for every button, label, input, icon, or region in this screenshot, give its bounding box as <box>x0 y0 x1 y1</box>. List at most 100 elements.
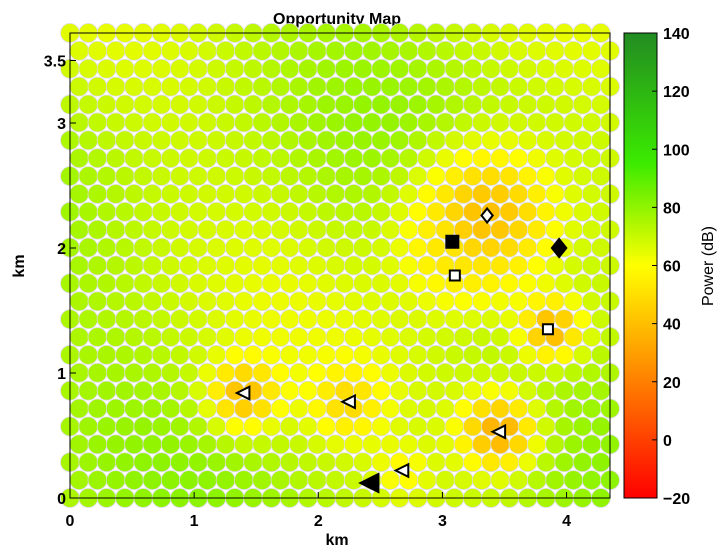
hex-cell <box>206 130 227 151</box>
hex-cell <box>471 470 492 490</box>
hex-cell <box>252 434 273 455</box>
hex-cell <box>115 166 135 186</box>
hex-cell <box>517 94 538 115</box>
hex-cell <box>426 94 446 115</box>
hex-cell <box>169 416 190 437</box>
hex-cell <box>188 452 209 473</box>
hex-cell <box>142 41 163 61</box>
hex-cell <box>581 291 602 312</box>
hex-cell <box>298 201 318 222</box>
hex-cell <box>462 130 483 151</box>
hex-cell <box>179 148 199 169</box>
hex-cell <box>380 148 401 169</box>
hex-cell <box>270 76 291 97</box>
y-tick-label: 2 <box>57 241 66 258</box>
hex-cell <box>572 237 593 258</box>
hex-cell <box>151 452 172 473</box>
hex-cell <box>362 41 382 61</box>
hex-cell <box>224 309 245 330</box>
hex-cell <box>124 219 144 240</box>
hex-cell <box>307 327 327 347</box>
hex-cell <box>69 184 90 204</box>
hex-cell <box>481 130 501 151</box>
hex-cell <box>453 434 474 455</box>
hex-cell <box>389 130 410 151</box>
hex-cell <box>407 166 428 186</box>
hex-cell <box>563 255 584 276</box>
hex-cell <box>69 76 90 97</box>
hex-cell <box>124 470 144 490</box>
hex-cell <box>545 434 565 455</box>
hex-cell <box>69 219 90 240</box>
hex-cell <box>380 470 401 490</box>
hex-cell <box>499 130 520 151</box>
hex-cell <box>142 362 163 383</box>
hex-cell <box>417 148 437 169</box>
hex-cell <box>380 184 401 204</box>
hex-cell <box>554 58 575 79</box>
hex-cell <box>453 362 474 383</box>
hex-cell <box>243 166 263 186</box>
hex-cell <box>298 237 318 258</box>
hex-cell <box>417 470 437 490</box>
hex-cell <box>96 380 117 401</box>
hex-cell <box>243 94 263 115</box>
hex-cell <box>288 327 309 347</box>
hex-cell <box>435 148 456 169</box>
hex-cell <box>96 237 117 258</box>
hex-cell <box>197 184 218 204</box>
hex-cell <box>398 255 419 276</box>
hex-cell <box>490 291 511 312</box>
hex-cell <box>536 94 556 115</box>
hex-cell <box>590 380 611 401</box>
hex-cell <box>234 291 254 312</box>
hex-cell <box>462 380 483 401</box>
hex-cell <box>105 76 126 97</box>
colorbar-tick-label: 0 <box>663 433 672 450</box>
open-triangle-marker <box>340 393 356 410</box>
hex-cell <box>462 273 483 294</box>
hex-cell <box>563 434 584 455</box>
hex-cell <box>517 452 538 473</box>
hex-cell <box>453 398 474 419</box>
hex-cell <box>179 291 199 312</box>
hex-cell <box>499 94 520 115</box>
hex-cell <box>298 273 318 294</box>
hex-cell <box>554 273 575 294</box>
hex-cell <box>380 434 401 455</box>
hex-cell <box>279 130 300 151</box>
hex-cell <box>279 273 300 294</box>
hex-cell <box>407 58 428 79</box>
hex-cell <box>96 94 117 115</box>
hex-cell <box>444 380 465 401</box>
hex-cell <box>590 201 611 222</box>
hex-cell <box>124 184 144 204</box>
hex-cell <box>316 94 337 115</box>
hex-cell <box>151 94 172 115</box>
hex-cell <box>435 112 456 133</box>
y-tick-label: 0 <box>57 491 66 508</box>
hex-cell <box>160 398 181 419</box>
hex-cell <box>316 345 337 365</box>
hex-cell <box>590 166 611 186</box>
hex-cell <box>471 255 492 276</box>
hex-cell <box>462 452 483 473</box>
hex-cell <box>508 291 529 312</box>
colorbar-tick-label: 40 <box>663 317 681 334</box>
hex-cell <box>261 273 282 294</box>
hex-cell <box>389 380 410 401</box>
hex-cell <box>407 309 428 330</box>
hex-cell <box>215 327 236 347</box>
hex-cell <box>69 148 90 169</box>
hex-cell <box>526 362 547 383</box>
hex-cell <box>371 201 392 222</box>
hex-cell <box>352 345 373 365</box>
hex-cell <box>590 130 611 151</box>
hex-cell <box>124 398 144 419</box>
hex-cell <box>261 380 282 401</box>
hex-cell <box>142 434 163 455</box>
hex-cell <box>87 112 108 133</box>
hex-cell <box>270 362 291 383</box>
hex-cell <box>444 130 465 151</box>
hex-cell <box>69 398 90 419</box>
